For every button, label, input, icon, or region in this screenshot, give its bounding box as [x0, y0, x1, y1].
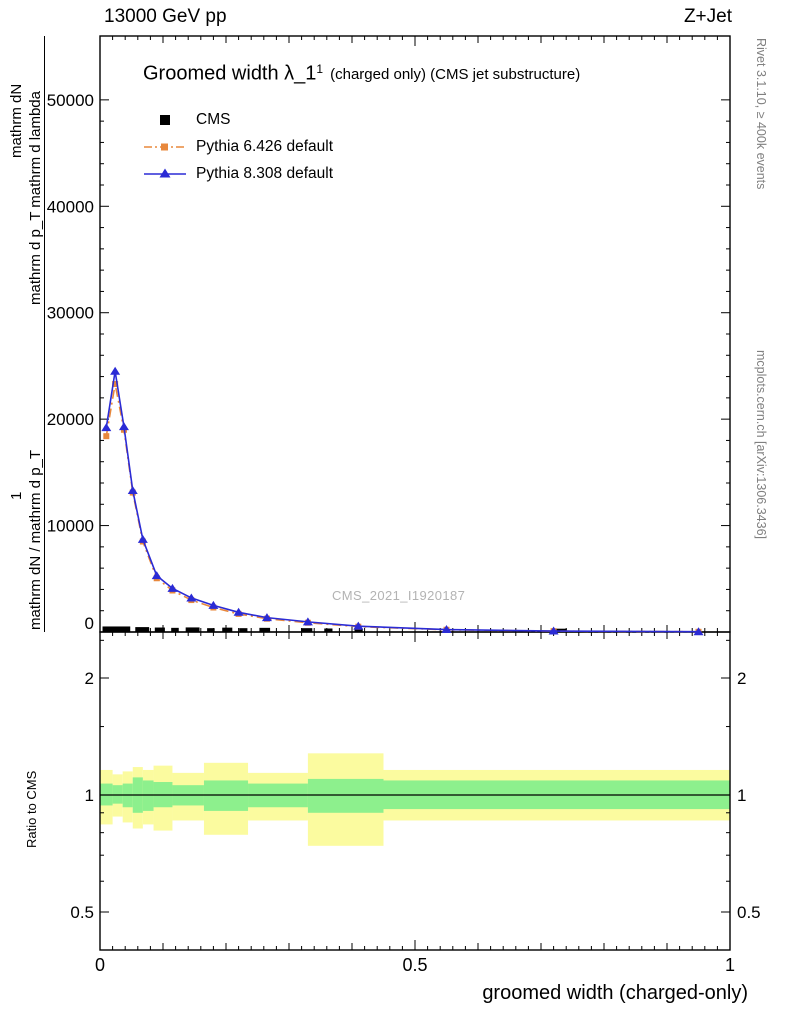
analysis-watermark: CMS_2021_I1920187 [332, 588, 466, 603]
pythia8-series-marker [127, 485, 138, 494]
tick-label: 0.5 [70, 903, 94, 922]
cms-data-bin [102, 626, 131, 632]
legend-item-pythia6: Pythia 6.426 default [143, 133, 333, 160]
y-axis-label-fragment-outer-top: mathrm dN [8, 83, 25, 158]
tick-label: 2 [737, 669, 746, 688]
y-axis-label-fragment-inner-top: mathrm d p_T mathrm d lambda [27, 91, 44, 305]
mcplots-reference-note: mcplots.cern.ch [arXiv:1306.3436] [754, 350, 768, 539]
tick-label: 2 [85, 669, 94, 688]
pythia8-series-marker [118, 422, 129, 431]
cms-data-bin [207, 628, 215, 632]
plot-title: Groomed width λ_11 (charged only) (CMS je… [143, 62, 580, 85]
cms-data-bin [239, 628, 248, 632]
legend-label-pythia6: Pythia 6.426 default [196, 137, 334, 155]
band-inner [203, 780, 249, 811]
pythia8-series-marker [233, 607, 244, 616]
band-inner [307, 778, 384, 813]
pythia6-series-marker [112, 381, 119, 388]
pythia8-series-marker [137, 534, 148, 543]
band-inner [142, 780, 154, 811]
pythia8-series [101, 366, 704, 636]
pythia8-series-marker [186, 593, 197, 602]
plot-title-main: Groomed width λ_1 [143, 62, 317, 85]
pythia8-series-marker [353, 621, 364, 630]
pythia8-marker-icon [144, 168, 186, 177]
tick-label: 0 [85, 614, 94, 633]
rivet-version-note: Rivet 3.1.10, ≥ 400k events [754, 38, 768, 190]
pythia8-series-line [105, 371, 699, 633]
cms-data-bin [135, 627, 150, 632]
beam-energy-label: 13000 GeV pp [104, 6, 227, 27]
cms-marker-icon [160, 114, 170, 125]
cms-data-bin [171, 627, 179, 632]
tick-labels: 0 10000 20000 30000 40000 50000 0.5 0.5 1 1 2 2 0 0.5… [47, 91, 761, 975]
ratio-axis-title: Ratio to CMS [24, 770, 39, 848]
legend-item-cms: CMS [143, 106, 333, 133]
pythia8-series-marker [441, 625, 452, 634]
pythia8-series-marker [167, 583, 178, 592]
tick-label: 0.5 [402, 955, 427, 975]
tick-label: 20000 [47, 410, 94, 429]
pythia8-series-marker [110, 366, 121, 375]
pythia6-marker-icon [144, 143, 186, 150]
tick-label: 50000 [47, 91, 94, 110]
cms-data-bin [354, 628, 363, 632]
tick-label: 30000 [47, 304, 94, 323]
plot-title-suffix: (charged only) (CMS jet substructure) [330, 66, 581, 84]
tick-label: 10000 [47, 517, 94, 536]
pythia8-series-marker [151, 571, 162, 580]
legend: CMS Pythia 6.426 default Pythia 8.308 de… [143, 106, 333, 187]
x-axis-title: groomed width (charged-only) [482, 982, 748, 1004]
cms-data-bin [300, 628, 313, 632]
tick-label: 1 [725, 955, 735, 975]
tick-label: 1 [85, 786, 94, 805]
pythia8-series-marker [548, 626, 559, 635]
legend-label-cms: CMS [196, 110, 231, 128]
cms-data-bin [259, 627, 271, 632]
pythia8-series-marker [693, 627, 704, 636]
legend-label-pythia8: Pythia 8.308 default [196, 164, 334, 182]
pythia6-series-marker [103, 433, 110, 440]
ratio-panel-frame [99, 631, 731, 951]
pythia8-series-marker [101, 423, 112, 432]
cms-data-series [102, 626, 567, 632]
ratio-uncertainty-bands [100, 753, 730, 846]
cms-data-bin [324, 628, 333, 632]
tick-label: 0 [95, 955, 105, 975]
tick-label: 0.5 [737, 903, 761, 922]
ylabel-fraction-bar [44, 36, 45, 632]
plot-title-superscript: 1 [316, 62, 324, 76]
pythia8-series-marker [261, 613, 272, 622]
cms-data-bin [185, 627, 200, 632]
cms-data-bin [222, 627, 233, 632]
tick-label: 40000 [47, 197, 94, 216]
process-label: Z+Jet [683, 6, 732, 27]
legend-item-pythia8: Pythia 8.308 default [143, 160, 333, 187]
pythia8-series-marker [208, 600, 219, 609]
pythia8-series-marker [302, 617, 313, 626]
cms-data-bin [154, 627, 165, 632]
y-axis-label-fragment-inner-bottom: mathrm dN / mathrm d p_T [27, 449, 44, 630]
y-axis-label-fragment-one: 1 [8, 491, 25, 500]
tick-label: 1 [737, 786, 746, 805]
